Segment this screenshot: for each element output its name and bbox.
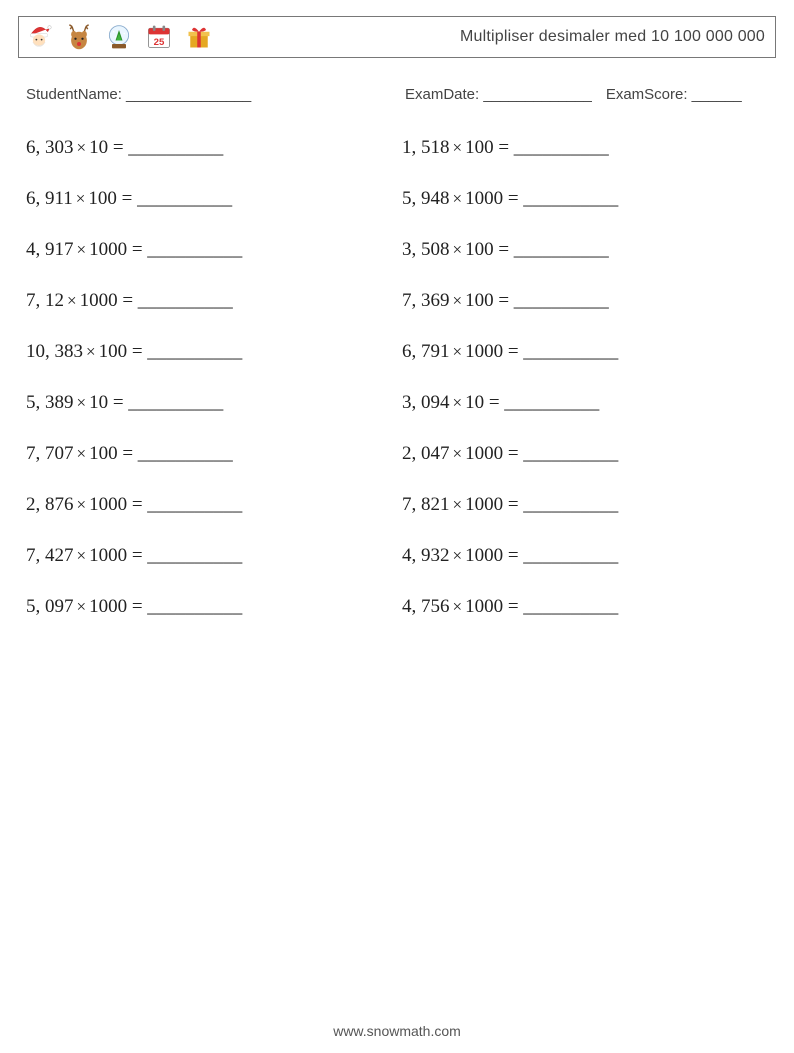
problem-cell: 7, 369×100 = __________ — [402, 290, 768, 312]
problem-cell: 7, 427×1000 = __________ — [26, 545, 392, 567]
problem-cell: 7, 707×100 = __________ — [26, 443, 392, 465]
problem-cell: 3, 094×10 = __________ — [402, 392, 768, 414]
reindeer-icon — [65, 23, 93, 51]
problem-cell: 3, 508×100 = __________ — [402, 239, 768, 261]
problem-cell: 1, 518×100 = __________ — [402, 137, 768, 159]
header-box: 25 Multipliser desimaler med 10 100 000 … — [18, 16, 776, 58]
info-row: StudentName: _______________ ExamDate: _… — [18, 86, 776, 103]
santa-icon — [25, 23, 53, 51]
problem-cell: 4, 756×1000 = __________ — [402, 596, 768, 618]
problem-cell: 7, 821×1000 = __________ — [402, 494, 768, 516]
problem-cell: 4, 917×1000 = __________ — [26, 239, 392, 261]
snowglobe-icon — [105, 23, 133, 51]
exam-score-field: ExamScore: ______ — [606, 86, 742, 103]
problem-cell: 5, 389×10 = __________ — [26, 392, 392, 414]
problem-cell: 6, 303×10 = __________ — [26, 137, 392, 159]
footer-link: www.snowmath.com — [0, 1023, 794, 1039]
problem-cell: 4, 932×1000 = __________ — [402, 545, 768, 567]
worksheet-page: 25 Multipliser desimaler med 10 100 000 … — [0, 0, 794, 1053]
header-icons: 25 — [25, 23, 213, 51]
student-name-field: StudentName: _______________ — [18, 86, 405, 103]
svg-text:25: 25 — [154, 37, 165, 48]
problem-cell: 5, 948×1000 = __________ — [402, 188, 768, 210]
problem-cell: 6, 791×1000 = __________ — [402, 341, 768, 363]
worksheet-title: Multipliser desimaler med 10 100 000 000 — [460, 28, 765, 46]
problem-cell: 2, 047×1000 = __________ — [402, 443, 768, 465]
problem-cell: 6, 911×100 = __________ — [26, 188, 392, 210]
problem-cell: 7, 12×1000 = __________ — [26, 290, 392, 312]
problem-cell: 10, 383×100 = __________ — [26, 341, 392, 363]
problems-grid: 6, 303×10 = __________ 1, 518×100 = _____… — [18, 137, 776, 618]
problem-cell: 5, 097×1000 = __________ — [26, 596, 392, 618]
gift-icon — [185, 23, 213, 51]
exam-date-field: ExamDate: _____________ — [405, 86, 592, 103]
problem-cell: 2, 876×1000 = __________ — [26, 494, 392, 516]
calendar-icon: 25 — [145, 23, 173, 51]
